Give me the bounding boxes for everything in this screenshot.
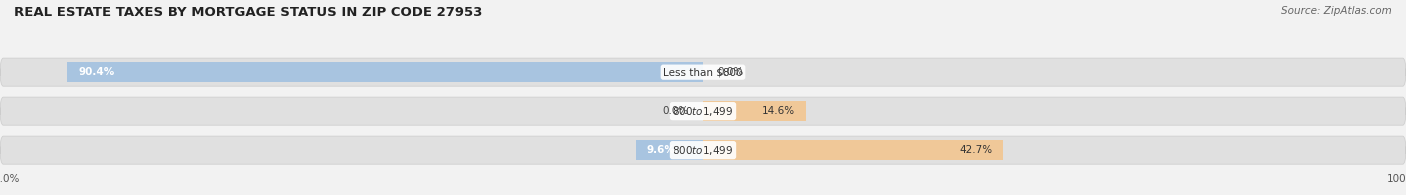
Text: 0.0%: 0.0% bbox=[662, 106, 689, 116]
Text: 90.4%: 90.4% bbox=[77, 67, 114, 77]
Text: Source: ZipAtlas.com: Source: ZipAtlas.com bbox=[1281, 6, 1392, 16]
Bar bbox=[703, 140, 1004, 160]
Text: REAL ESTATE TAXES BY MORTGAGE STATUS IN ZIP CODE 27953: REAL ESTATE TAXES BY MORTGAGE STATUS IN … bbox=[14, 6, 482, 19]
Text: 42.7%: 42.7% bbox=[959, 145, 993, 155]
FancyBboxPatch shape bbox=[0, 97, 1406, 125]
Text: 14.6%: 14.6% bbox=[762, 106, 796, 116]
Text: $800 to $1,499: $800 to $1,499 bbox=[672, 144, 734, 157]
Text: 0.0%: 0.0% bbox=[717, 67, 744, 77]
Text: 9.6%: 9.6% bbox=[647, 145, 675, 155]
Bar bbox=[703, 101, 806, 121]
FancyBboxPatch shape bbox=[0, 136, 1406, 164]
Bar bbox=[636, 140, 703, 160]
Bar bbox=[67, 62, 703, 82]
Text: Less than $800: Less than $800 bbox=[664, 67, 742, 77]
Text: $800 to $1,499: $800 to $1,499 bbox=[672, 105, 734, 118]
FancyBboxPatch shape bbox=[0, 58, 1406, 86]
